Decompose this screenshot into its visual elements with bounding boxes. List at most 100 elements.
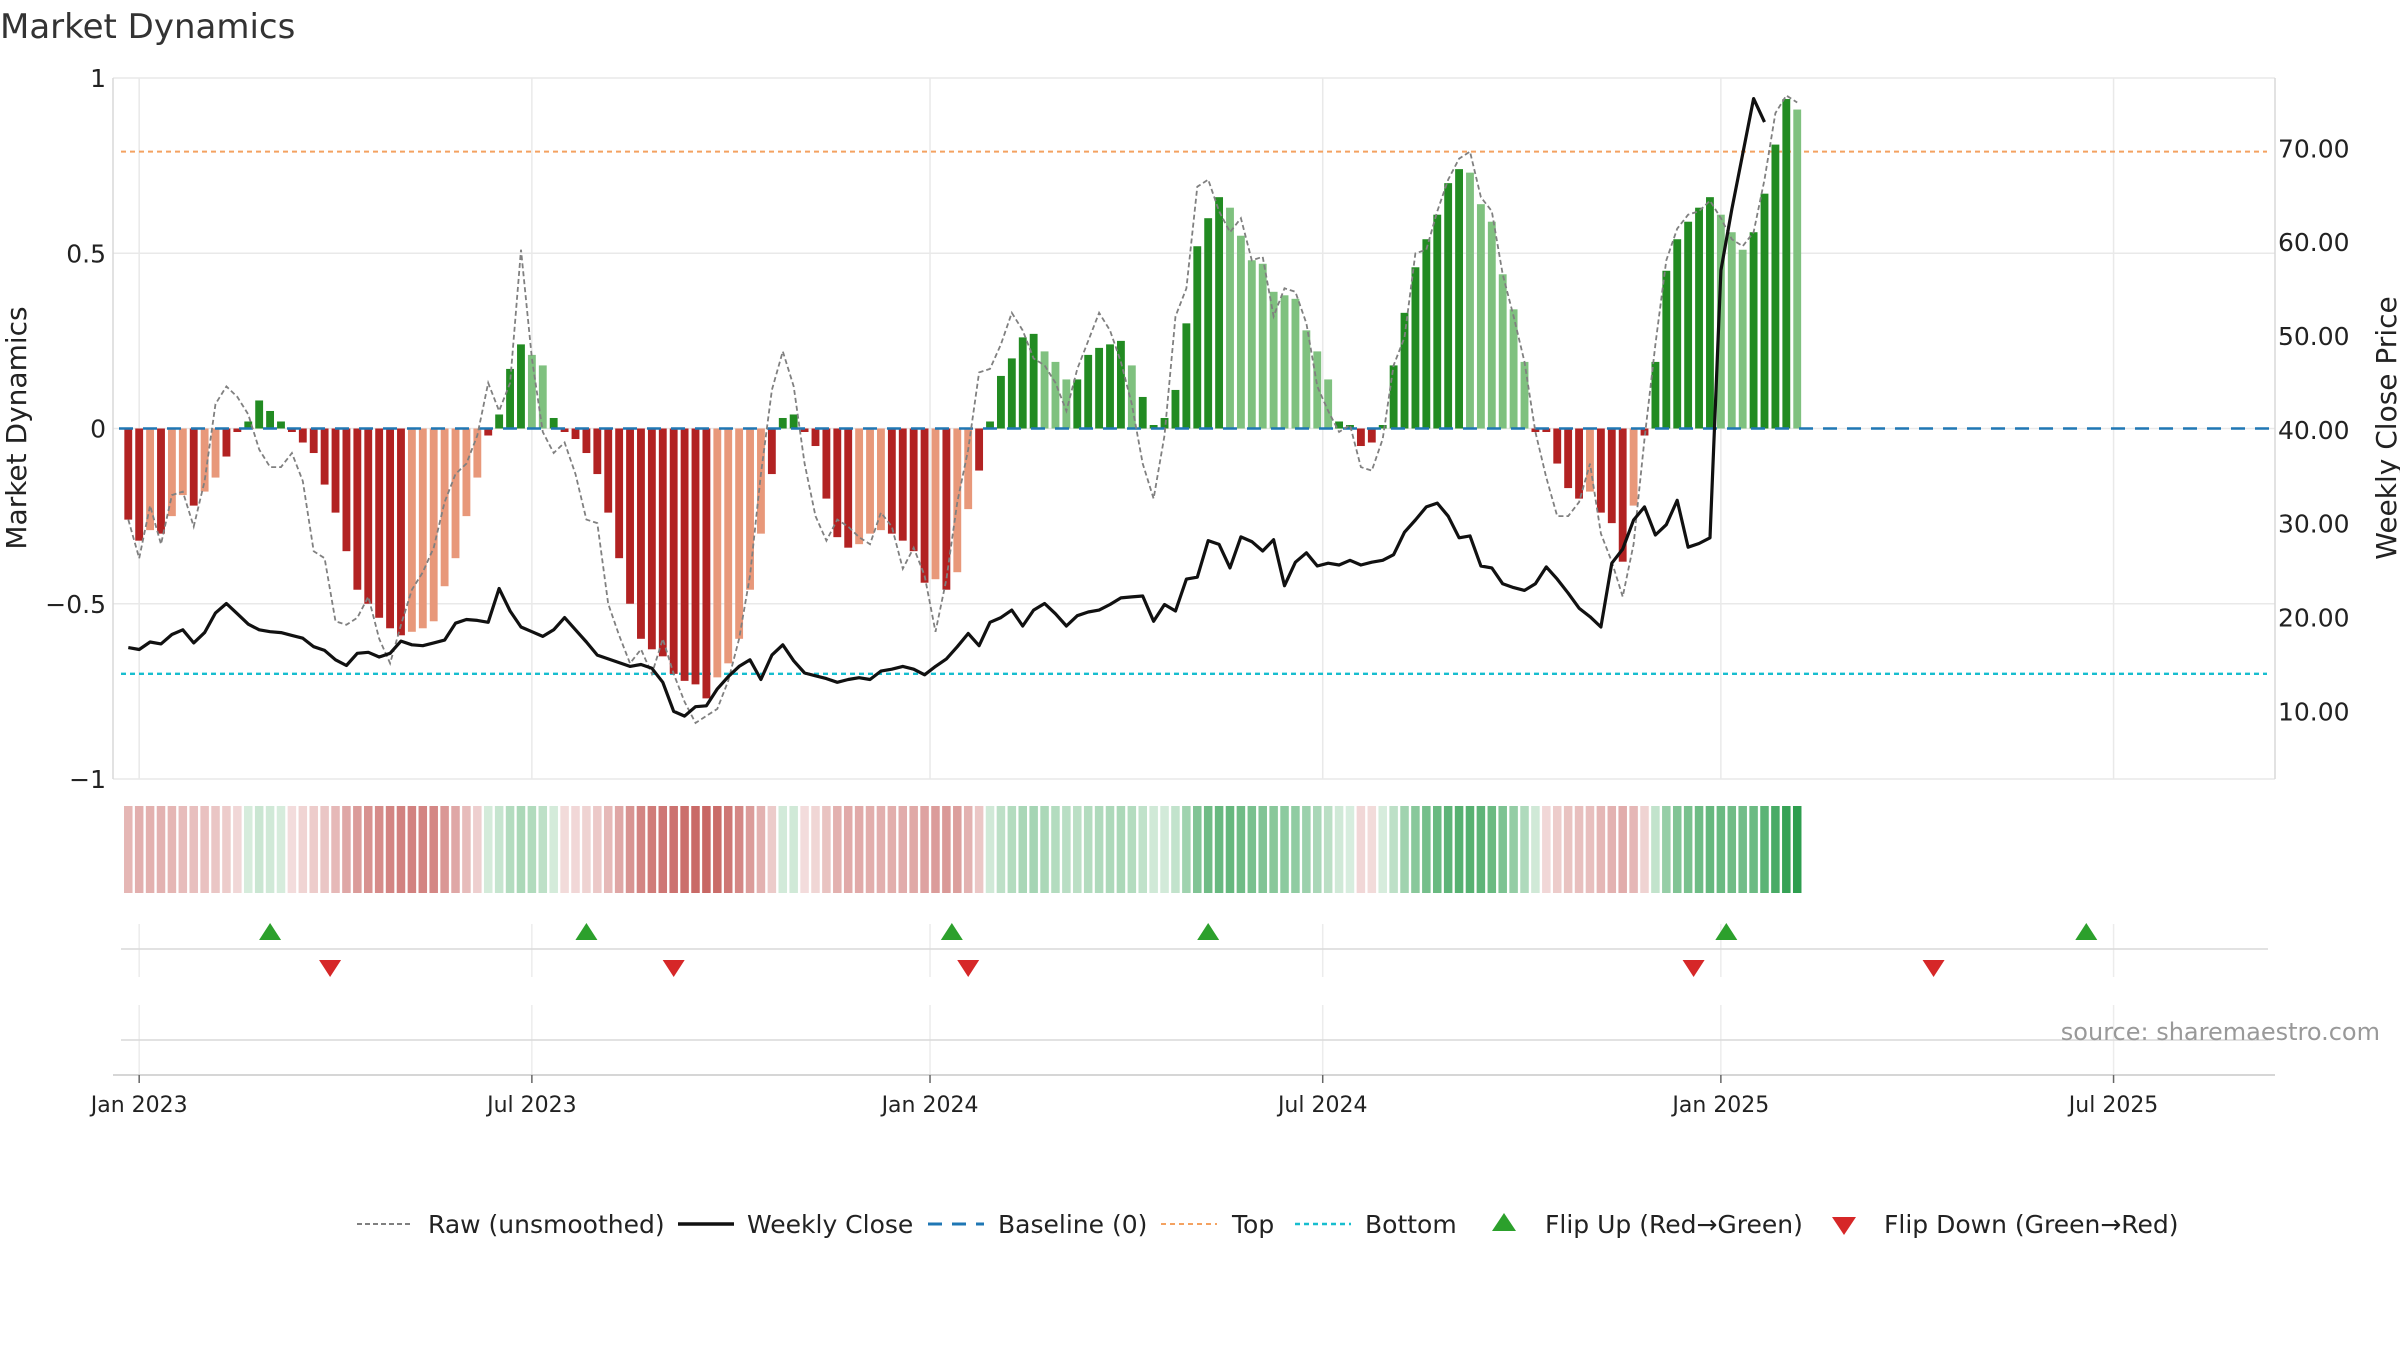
heat-strip-cell (1618, 806, 1627, 893)
momentum-bar (1509, 309, 1518, 429)
heat-strip-cell (778, 806, 788, 893)
momentum-bar (1673, 239, 1682, 429)
momentum-bar (222, 428, 231, 457)
momentum-bar (1487, 221, 1496, 429)
heat-strip-cell (407, 806, 417, 893)
momentum-bar (778, 417, 787, 429)
heat-strip-cell (156, 806, 166, 893)
momentum-bar (1793, 109, 1802, 429)
heat-strip-cell (1651, 806, 1660, 893)
momentum-bar (1356, 428, 1365, 447)
momentum-bar (473, 428, 482, 478)
heat-strip-cell (385, 806, 395, 893)
legend-label: Raw (unsmoothed) (428, 1210, 665, 1239)
heat-strip-cell (1520, 806, 1529, 893)
heat-strip-cell (898, 806, 908, 893)
heat-strip-cell (418, 806, 428, 893)
heat-strip-cell (505, 806, 515, 893)
momentum-bar (669, 428, 678, 674)
momentum-bar (320, 428, 329, 485)
momentum-bar (953, 428, 962, 573)
heat-strip-cell (985, 806, 995, 893)
momentum-bar (517, 344, 525, 429)
momentum-bar (244, 421, 253, 429)
momentum-bar (375, 428, 384, 618)
momentum-bar (495, 414, 504, 429)
heat-strip-cell (1083, 806, 1093, 893)
momentum-bar (767, 428, 776, 475)
heat-strip-cell (789, 806, 798, 893)
heat-strip-cell (374, 806, 384, 893)
momentum-bar (1466, 172, 1474, 429)
momentum-bar (691, 428, 700, 685)
legend-label: Top (1231, 1210, 1274, 1239)
momentum-bar (1084, 354, 1093, 429)
momentum-bar (527, 354, 536, 429)
flip-events-panel (121, 923, 2268, 977)
heat-strip-cell (800, 806, 809, 893)
momentum-bar (1280, 295, 1289, 429)
momentum-bar (931, 428, 940, 580)
heat-strip-cell (222, 806, 231, 893)
momentum-bar (680, 428, 689, 681)
left-tick-label: 0 (90, 415, 106, 444)
momentum-bar (1400, 312, 1409, 429)
momentum-bar (658, 428, 667, 657)
heat-strip-cell (756, 806, 766, 893)
momentum-bar (135, 428, 144, 541)
left-axis-ticks: 1 0.5 0 −0.5 −1 (45, 64, 106, 794)
momentum-bar (484, 428, 493, 436)
momentum-bar (1029, 333, 1038, 429)
momentum-bar (1575, 428, 1583, 499)
heat-strip-cell (920, 806, 929, 893)
heat-strip-cell (1356, 806, 1366, 893)
heat-strip-cell (1607, 806, 1617, 893)
momentum-bar (1062, 379, 1071, 429)
heat-strip-cell (440, 806, 449, 893)
heat-strip-cell (1389, 806, 1398, 893)
heat-strip-cell (713, 806, 722, 893)
legend-label: Weekly Close (747, 1210, 913, 1239)
heat-strip-cell (363, 806, 373, 893)
momentum-bar (1051, 361, 1060, 429)
x-tick-label: Jan 2023 (89, 1093, 188, 1118)
momentum-bar (1389, 365, 1398, 429)
momentum-bar (462, 428, 471, 517)
momentum-bar (1651, 361, 1660, 429)
momentum-bar (1018, 337, 1027, 429)
heat-strip-cell (320, 806, 329, 893)
heat-strip-cell (702, 806, 711, 893)
momentum-bar (702, 428, 711, 699)
momentum-bar (1433, 214, 1442, 429)
heat-strip-cell (593, 806, 602, 893)
heat-strip-cell (1542, 806, 1551, 893)
heat-strip-cell (265, 806, 275, 893)
heat-strip-cell (1574, 806, 1584, 893)
x-tick-label: Jan 2025 (1670, 1093, 1769, 1118)
heat-strip-cell (538, 806, 548, 893)
heat-strip-cell (516, 806, 526, 893)
heat-strip-cell (1236, 806, 1246, 893)
momentum-bar (1738, 249, 1747, 429)
heat-strip-cell (974, 806, 984, 893)
heat-strip-cell (1062, 806, 1071, 893)
heat-strip-cell (1018, 806, 1027, 893)
momentum-bar (560, 428, 569, 433)
heat-strip-cell (1378, 806, 1387, 893)
heat-strip-cell (1585, 806, 1595, 893)
legend-item-close: Weekly Close (678, 1210, 913, 1239)
momentum-bar (844, 428, 853, 548)
momentum-bar (1149, 424, 1158, 429)
heat-strip-cell (298, 806, 308, 893)
heat-strip-cell (767, 806, 777, 893)
heat-strip-cell (1345, 806, 1355, 893)
heat-strip-cell (167, 806, 177, 893)
heat-strip-cell (669, 806, 678, 893)
heat-strip-cell (1291, 806, 1300, 893)
heat-strip-cell (1727, 806, 1737, 893)
momentum-bar (1182, 323, 1191, 429)
momentum-bar (866, 428, 874, 534)
flip-up-marker (940, 923, 963, 940)
flip-down-marker (1682, 960, 1705, 977)
momentum-bar (855, 428, 864, 545)
